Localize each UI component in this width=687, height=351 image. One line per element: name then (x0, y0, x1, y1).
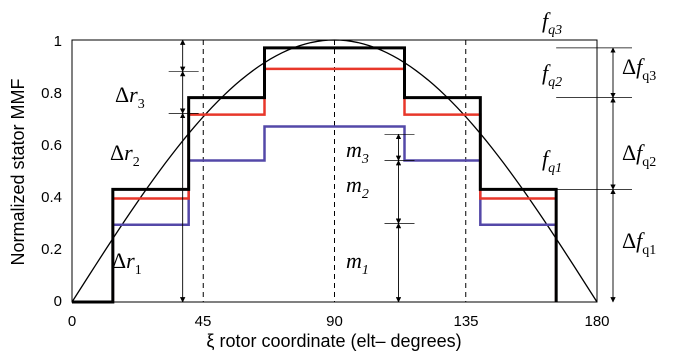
y-axis-label: Normalized stator MMF (8, 78, 28, 265)
sine-curve (71, 39, 598, 303)
x-tick-label: 0 (68, 313, 76, 330)
y-tick-label: 1 (54, 33, 62, 50)
y-tick-label: 0.6 (41, 137, 62, 154)
m3-label: m3 (346, 137, 369, 167)
dashed-guide-lines (202, 40, 467, 302)
delta-r2-label: Δr2 (110, 140, 140, 170)
y-tick-label: 0.2 (41, 241, 62, 258)
fq3-label: fq3 (542, 8, 562, 38)
fq2-label: fq2 (542, 60, 562, 90)
series-line-0 (72, 46, 558, 304)
y-tick-labels: 0 0.2 0.4 0.6 0.8 1 (41, 33, 62, 310)
annotation-lines (168, 39, 632, 303)
y-tick-label: 0 (54, 293, 62, 310)
y-tick-label: 0.8 (41, 85, 62, 102)
delta-fq3-label: Δfq3 (622, 54, 656, 84)
delta-r3-label: Δr3 (115, 82, 145, 112)
x-tick-label: 45 (195, 313, 212, 330)
m1-label: m1 (346, 248, 369, 278)
y-tick-label: 0.4 (41, 189, 62, 206)
series-group (72, 46, 558, 304)
fq1-label: fq1 (542, 146, 562, 176)
x-tick-labels: 0 45 90 135 180 (68, 313, 610, 330)
x-tick-label: 180 (584, 313, 609, 330)
delta-r1-label: Δr1 (112, 248, 142, 278)
x-axis-label: ξ rotor coordinate (elt– degrees) (206, 331, 461, 351)
m2-label: m2 (346, 172, 369, 202)
series-line-2 (111, 125, 558, 302)
series-line-1 (111, 67, 558, 302)
x-tick-label: 135 (453, 313, 478, 330)
delta-fq2-label: Δfq2 (622, 140, 656, 170)
delta-fq1-label: Δfq1 (622, 228, 656, 258)
x-tick-label: 90 (326, 313, 343, 330)
